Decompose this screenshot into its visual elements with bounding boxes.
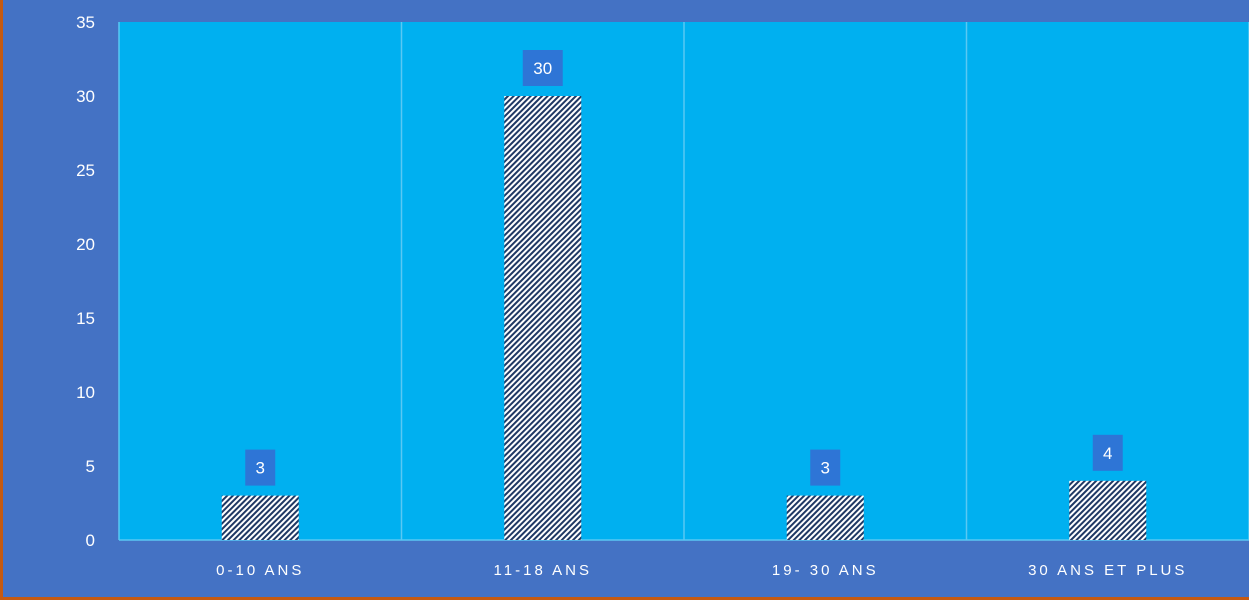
y-tick-label: 20 xyxy=(76,235,95,254)
data-label: 3 xyxy=(821,459,830,478)
data-label-box xyxy=(810,449,841,486)
x-tick-label: 30 ANS ET PLUS xyxy=(1028,562,1187,579)
gridlines xyxy=(118,22,1249,540)
data-label: 4 xyxy=(1103,444,1112,463)
y-tick-label: 15 xyxy=(76,309,95,328)
bar xyxy=(504,96,582,540)
bar xyxy=(1069,480,1147,540)
x-tick-label: 0-10 ANS xyxy=(216,562,304,579)
bar xyxy=(221,495,299,540)
data-label-box xyxy=(522,50,563,86)
x-tick-label: 19- 30 ANS xyxy=(772,562,879,579)
data-label: 3 xyxy=(256,459,265,478)
data-label-box xyxy=(1092,434,1123,471)
data-label-box xyxy=(245,449,276,486)
data-labels: 3 30 3 4 xyxy=(245,50,1123,486)
y-tick-label: 10 xyxy=(76,383,95,402)
axes: 0 5 10 15 20 25 30 35 0-10 ANS 11-18 ANS 19- 30 AN… xyxy=(76,13,1249,579)
y-tick-label: 5 xyxy=(86,457,95,476)
y-tick-label: 25 xyxy=(76,161,95,180)
bars xyxy=(221,96,1147,540)
bar xyxy=(786,495,864,540)
data-label: 30 xyxy=(533,59,552,78)
x-tick-label: 11-18 ANS xyxy=(494,562,592,579)
y-tick-label: 0 xyxy=(86,531,95,550)
y-tick-label: 35 xyxy=(76,13,95,32)
y-tick-label: 30 xyxy=(76,87,95,106)
bar-chart: 0 5 10 15 20 25 30 35 0-10 ANS 11-18 ANS 19- 30 AN… xyxy=(3,0,1249,597)
